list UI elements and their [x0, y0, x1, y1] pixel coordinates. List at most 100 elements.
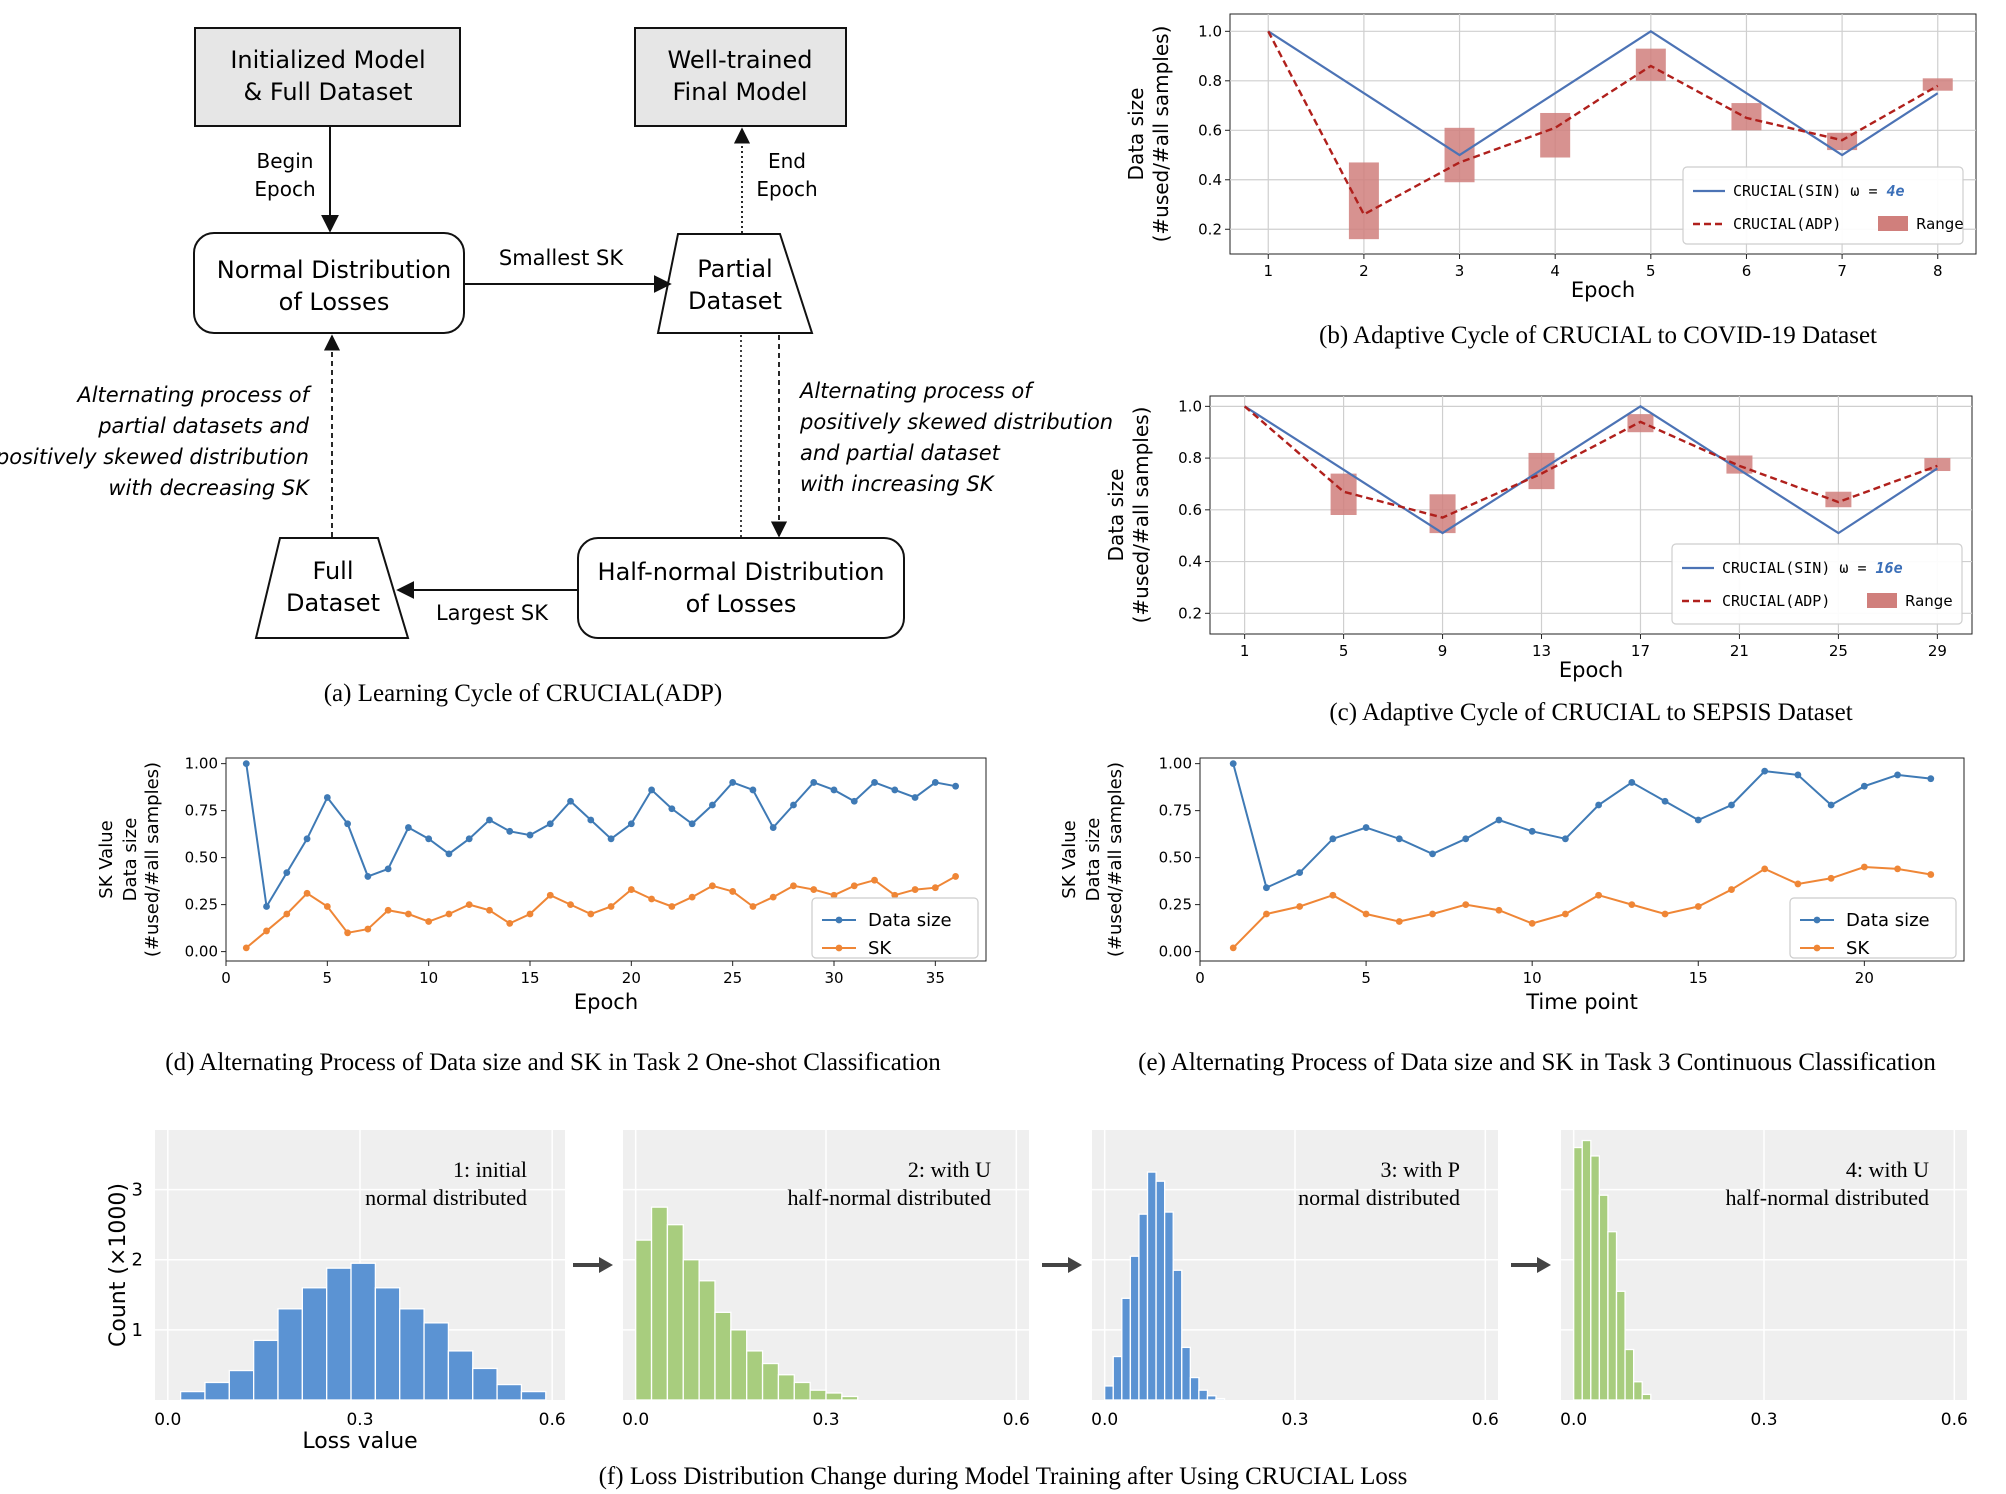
- ytick-label: 0.6: [1198, 121, 1222, 139]
- xtick-label: 25: [723, 969, 742, 987]
- box-half-normal-distribution: [577, 537, 905, 639]
- ytick-label: 0.75: [1159, 802, 1192, 820]
- x-axis-label: Time point: [1525, 990, 1638, 1014]
- data-point: [283, 869, 291, 877]
- ytick-label: 0.8: [1198, 72, 1222, 90]
- data-point: [1296, 903, 1304, 910]
- data-point: [1661, 910, 1669, 918]
- hist-bar: [1181, 1346, 1191, 1401]
- data-point: [769, 893, 777, 901]
- xtick-label: 20: [1855, 969, 1874, 987]
- hist-bar: [730, 1329, 748, 1401]
- data-point: [627, 886, 635, 893]
- data-point: [627, 820, 635, 828]
- data-point: [1927, 775, 1935, 783]
- legend-marker-1: [1813, 944, 1821, 952]
- chart-d-task2: 0 5 10 15 20 25 30 35 0.00 0.25 0.50 0.75 1.00 Epoch S…: [96, 755, 987, 1076]
- y-axis-label-line1: SK Value: [1059, 820, 1080, 898]
- legend-box: [1671, 543, 1963, 625]
- data-point: [830, 786, 838, 794]
- data-point: [567, 901, 574, 909]
- ytick-label: 0.50: [185, 849, 218, 867]
- data-point: [323, 794, 331, 801]
- right-alt-line4: with increasing SK: [800, 472, 996, 496]
- hist-bar: [698, 1280, 716, 1401]
- data-point: [830, 891, 838, 899]
- y-axis-label-line3: (#used/#all samples): [1105, 762, 1126, 957]
- legend-label-sin: CRUCIAL(SIN) ω = 4e: [1733, 182, 1905, 200]
- legend-label-0: Data size: [1846, 910, 1930, 931]
- ytick-label: 0.00: [1159, 943, 1192, 961]
- series-line-sin: [1244, 405, 1938, 535]
- caption: (b) Adaptive Cycle of CRUCIAL to COVID-1…: [1319, 322, 1877, 349]
- box-final-model-line2: Final Model: [673, 78, 808, 106]
- data-point: [1794, 771, 1802, 779]
- data-point: [344, 929, 351, 937]
- data-point: [668, 903, 676, 910]
- ytick-label: 0.8: [1178, 449, 1202, 467]
- data-point: [1429, 910, 1436, 918]
- hist-bar: [666, 1224, 684, 1401]
- data-point: [1694, 816, 1702, 824]
- data-point: [303, 889, 311, 897]
- data-point: [1827, 874, 1835, 882]
- data-point: [871, 876, 878, 884]
- hist-bar: [793, 1381, 811, 1401]
- data-point: [1860, 863, 1868, 871]
- panel-label-line1: 1: initial: [453, 1157, 527, 1182]
- hist-bar: [179, 1390, 206, 1401]
- series-line-0: [1232, 763, 1931, 890]
- data-point: [1362, 910, 1370, 918]
- hist-bar: [777, 1374, 795, 1401]
- data-point: [1462, 835, 1470, 843]
- hist-bar: [1632, 1381, 1643, 1401]
- data-point: [344, 820, 351, 828]
- series-line-adp: [1267, 30, 1939, 217]
- data-point: [506, 827, 514, 835]
- box-partial-dataset: [656, 233, 814, 334]
- data-point: [465, 835, 473, 843]
- box-partial-dataset-line1: Partial: [697, 255, 772, 283]
- legend-label-0: Data size: [868, 910, 952, 931]
- data-point: [526, 831, 534, 839]
- legend-label-1: SK: [1846, 938, 1870, 959]
- hist-bar: [1198, 1389, 1209, 1401]
- data-point: [952, 873, 959, 880]
- data-point: [891, 786, 899, 794]
- box-half-normal-line2: of Losses: [686, 590, 797, 618]
- data-point: [1761, 767, 1769, 775]
- panel-label-line1: 4: with U: [1846, 1157, 1929, 1182]
- hist-bar: [399, 1308, 425, 1401]
- hist-bar: [1146, 1171, 1157, 1401]
- ytick-label: 2: [132, 1250, 143, 1271]
- hist-bar: [496, 1383, 523, 1401]
- data-point: [1927, 871, 1935, 878]
- xtick-label: 10: [419, 969, 438, 987]
- data-point: [364, 873, 372, 880]
- ytick-label: 1: [132, 1320, 143, 1341]
- xtick-label: 0.6: [1003, 1410, 1030, 1430]
- ytick-label: 1.00: [185, 755, 218, 773]
- xtick-label: 25: [1829, 642, 1848, 660]
- y-axis-label-line1: Data size: [1124, 88, 1148, 181]
- legend-box: [1789, 897, 1957, 959]
- xtick-label: 17: [1631, 642, 1650, 660]
- hist-bar: [1206, 1395, 1217, 1401]
- right-alt-line3: and partial dataset: [800, 441, 1001, 465]
- data-point: [1429, 850, 1436, 858]
- data-point: [405, 824, 412, 831]
- data-point: [729, 779, 737, 786]
- data-point: [850, 797, 858, 805]
- data-point: [769, 824, 777, 831]
- legend-box: [811, 897, 979, 959]
- data-point: [425, 835, 433, 843]
- series-line-1: [245, 875, 957, 949]
- xtick-label: 0.0: [1560, 1410, 1587, 1430]
- legend-label-range: Range: [1905, 592, 1953, 610]
- xtick-label: 0.6: [1472, 1410, 1499, 1430]
- right-alt-line2: positively skewed distribution: [799, 410, 1113, 434]
- hist-bar: [1573, 1146, 1583, 1401]
- xtick-label: 0.3: [1750, 1410, 1777, 1430]
- legend-label-1: SK: [868, 938, 892, 959]
- arrow-head: [1068, 1257, 1082, 1273]
